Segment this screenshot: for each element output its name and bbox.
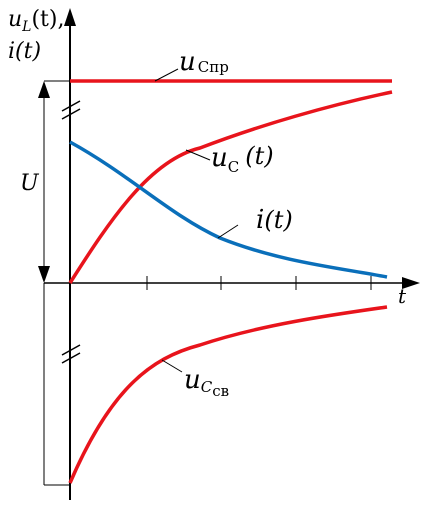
x-axis-label: t xyxy=(398,284,407,308)
u-c-pr-label: u Cпр xyxy=(179,47,229,77)
i-curve xyxy=(69,140,388,279)
y-axis-label-line1: uL(t), xyxy=(8,7,64,35)
i-leader xyxy=(217,224,239,239)
y-axis-arrow-icon xyxy=(64,8,76,26)
voltage-label: U xyxy=(20,171,40,196)
u-c-leader xyxy=(185,149,211,161)
u-c-curve xyxy=(68,90,393,284)
axis-break-mark-top xyxy=(61,100,81,120)
u-c-sv-curve xyxy=(68,305,388,484)
axis-break-mark-bottom xyxy=(61,344,81,364)
u-c-pr-leader xyxy=(154,68,179,82)
u-c-sv-label: uCсв xyxy=(184,365,229,400)
voltage-arrow-down-icon xyxy=(38,266,50,283)
y-axis-label-line2: i(t) xyxy=(8,39,41,64)
u-c-sv-leader xyxy=(161,359,183,373)
i-label: i(t) xyxy=(256,205,293,235)
x-axis-arrow-icon xyxy=(402,277,420,289)
voltage-arrow-up-icon xyxy=(38,81,50,98)
u-c-label: uC (t) xyxy=(211,142,274,176)
